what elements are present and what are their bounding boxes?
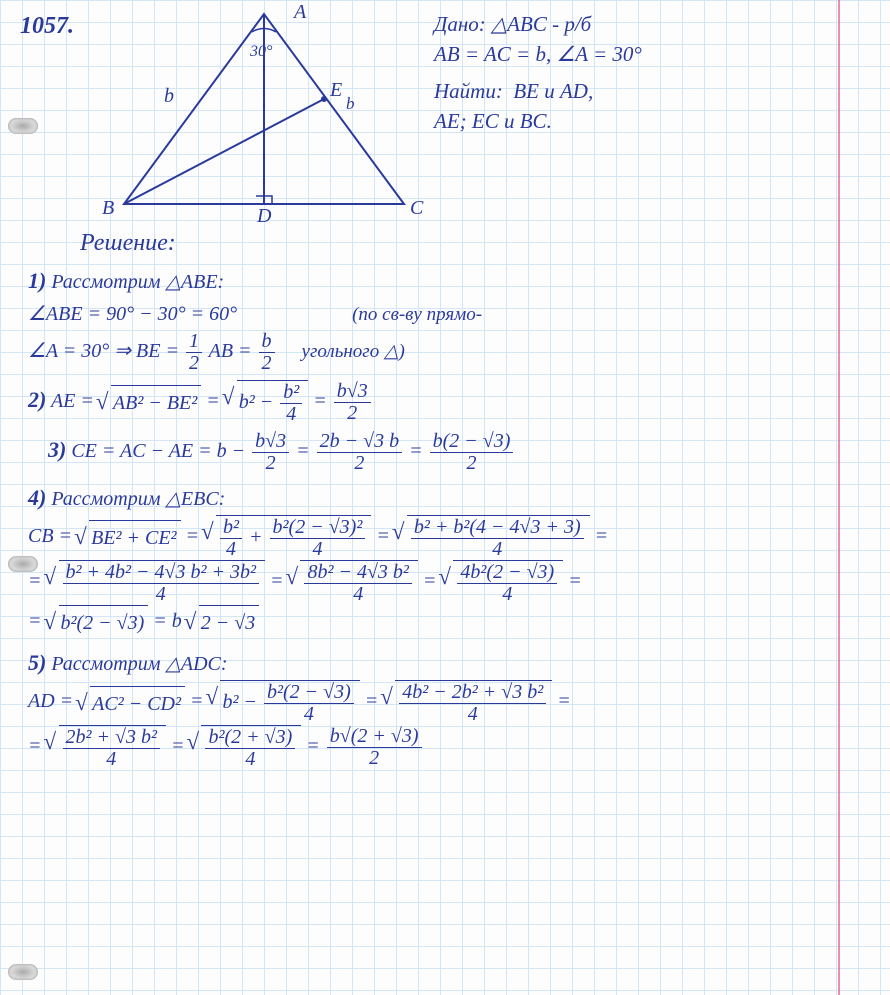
step-5: 5) Рассмотрим △ADC: AD = AC² − CD² = b² … <box>20 645 870 770</box>
solution-title: Решение: <box>80 230 870 257</box>
step-num: 3) <box>48 437 66 462</box>
label-D: D <box>256 205 272 224</box>
given-line1: △ABC - р/б <box>491 12 591 36</box>
label-C: C <box>410 197 424 219</box>
step-4: 4) Рассмотрим △EBC: CB = BE² + CE² = b²4… <box>20 480 870 640</box>
step1-l2a: ∠A = 30° ⇒ BE = <box>28 340 179 362</box>
given-line2: AB = AC = b, ∠A = 30° <box>434 40 870 68</box>
label-side-b-right: b <box>346 94 355 113</box>
step1-head: Рассмотрим △ABE: <box>51 271 224 293</box>
step-2: 2) AE = AB² − BE² = b² − b²4 = b√32 <box>20 380 870 425</box>
label-angle: 30° <box>249 43 273 60</box>
given-block: Дано: △ABC - р/б AB = AC = b, ∠A = 30° Н… <box>434 10 870 137</box>
given-title: Дано: <box>434 12 486 36</box>
find-line2: AE; EC и BC. <box>434 107 870 135</box>
label-B: B <box>102 197 114 219</box>
step4-head: Рассмотрим △EBC: <box>51 488 225 510</box>
label-A: A <box>292 4 307 23</box>
step1-l1: ∠ABE = 90° − 30° = 60° <box>28 303 237 325</box>
binder-hole <box>8 964 38 980</box>
find-label: Найти: <box>434 79 503 103</box>
step-num: 4) <box>28 485 46 510</box>
find-line1: BE и AD, <box>513 79 593 103</box>
step-num: 1) <box>28 268 46 293</box>
step1-aside1: (по св-ву прямо- <box>352 304 482 325</box>
step-num: 5) <box>28 650 46 675</box>
step5-head: Рассмотрим △ADC: <box>51 653 227 675</box>
problem-number: 1057. <box>20 10 74 42</box>
label-E: E <box>329 79 342 101</box>
step-num: 2) <box>28 387 46 412</box>
step1-aside2: угольного △) <box>302 341 405 362</box>
figure-svg: A B C D E b b 30° <box>94 4 434 224</box>
label-side-b-left: b <box>164 85 174 107</box>
step-1: 1) Рассмотрим △ABE: ∠ABE = 90° − 30° = 6… <box>20 263 870 374</box>
triangle-figure: A B C D E b b 30° <box>94 4 434 224</box>
step1-l2b: AB = <box>209 340 252 362</box>
page-content: 1057. A B C D E b b <box>0 0 890 786</box>
step-3: 3) CE = AC − AE = b − b√32 = 2b − √3 b2 … <box>20 431 870 474</box>
